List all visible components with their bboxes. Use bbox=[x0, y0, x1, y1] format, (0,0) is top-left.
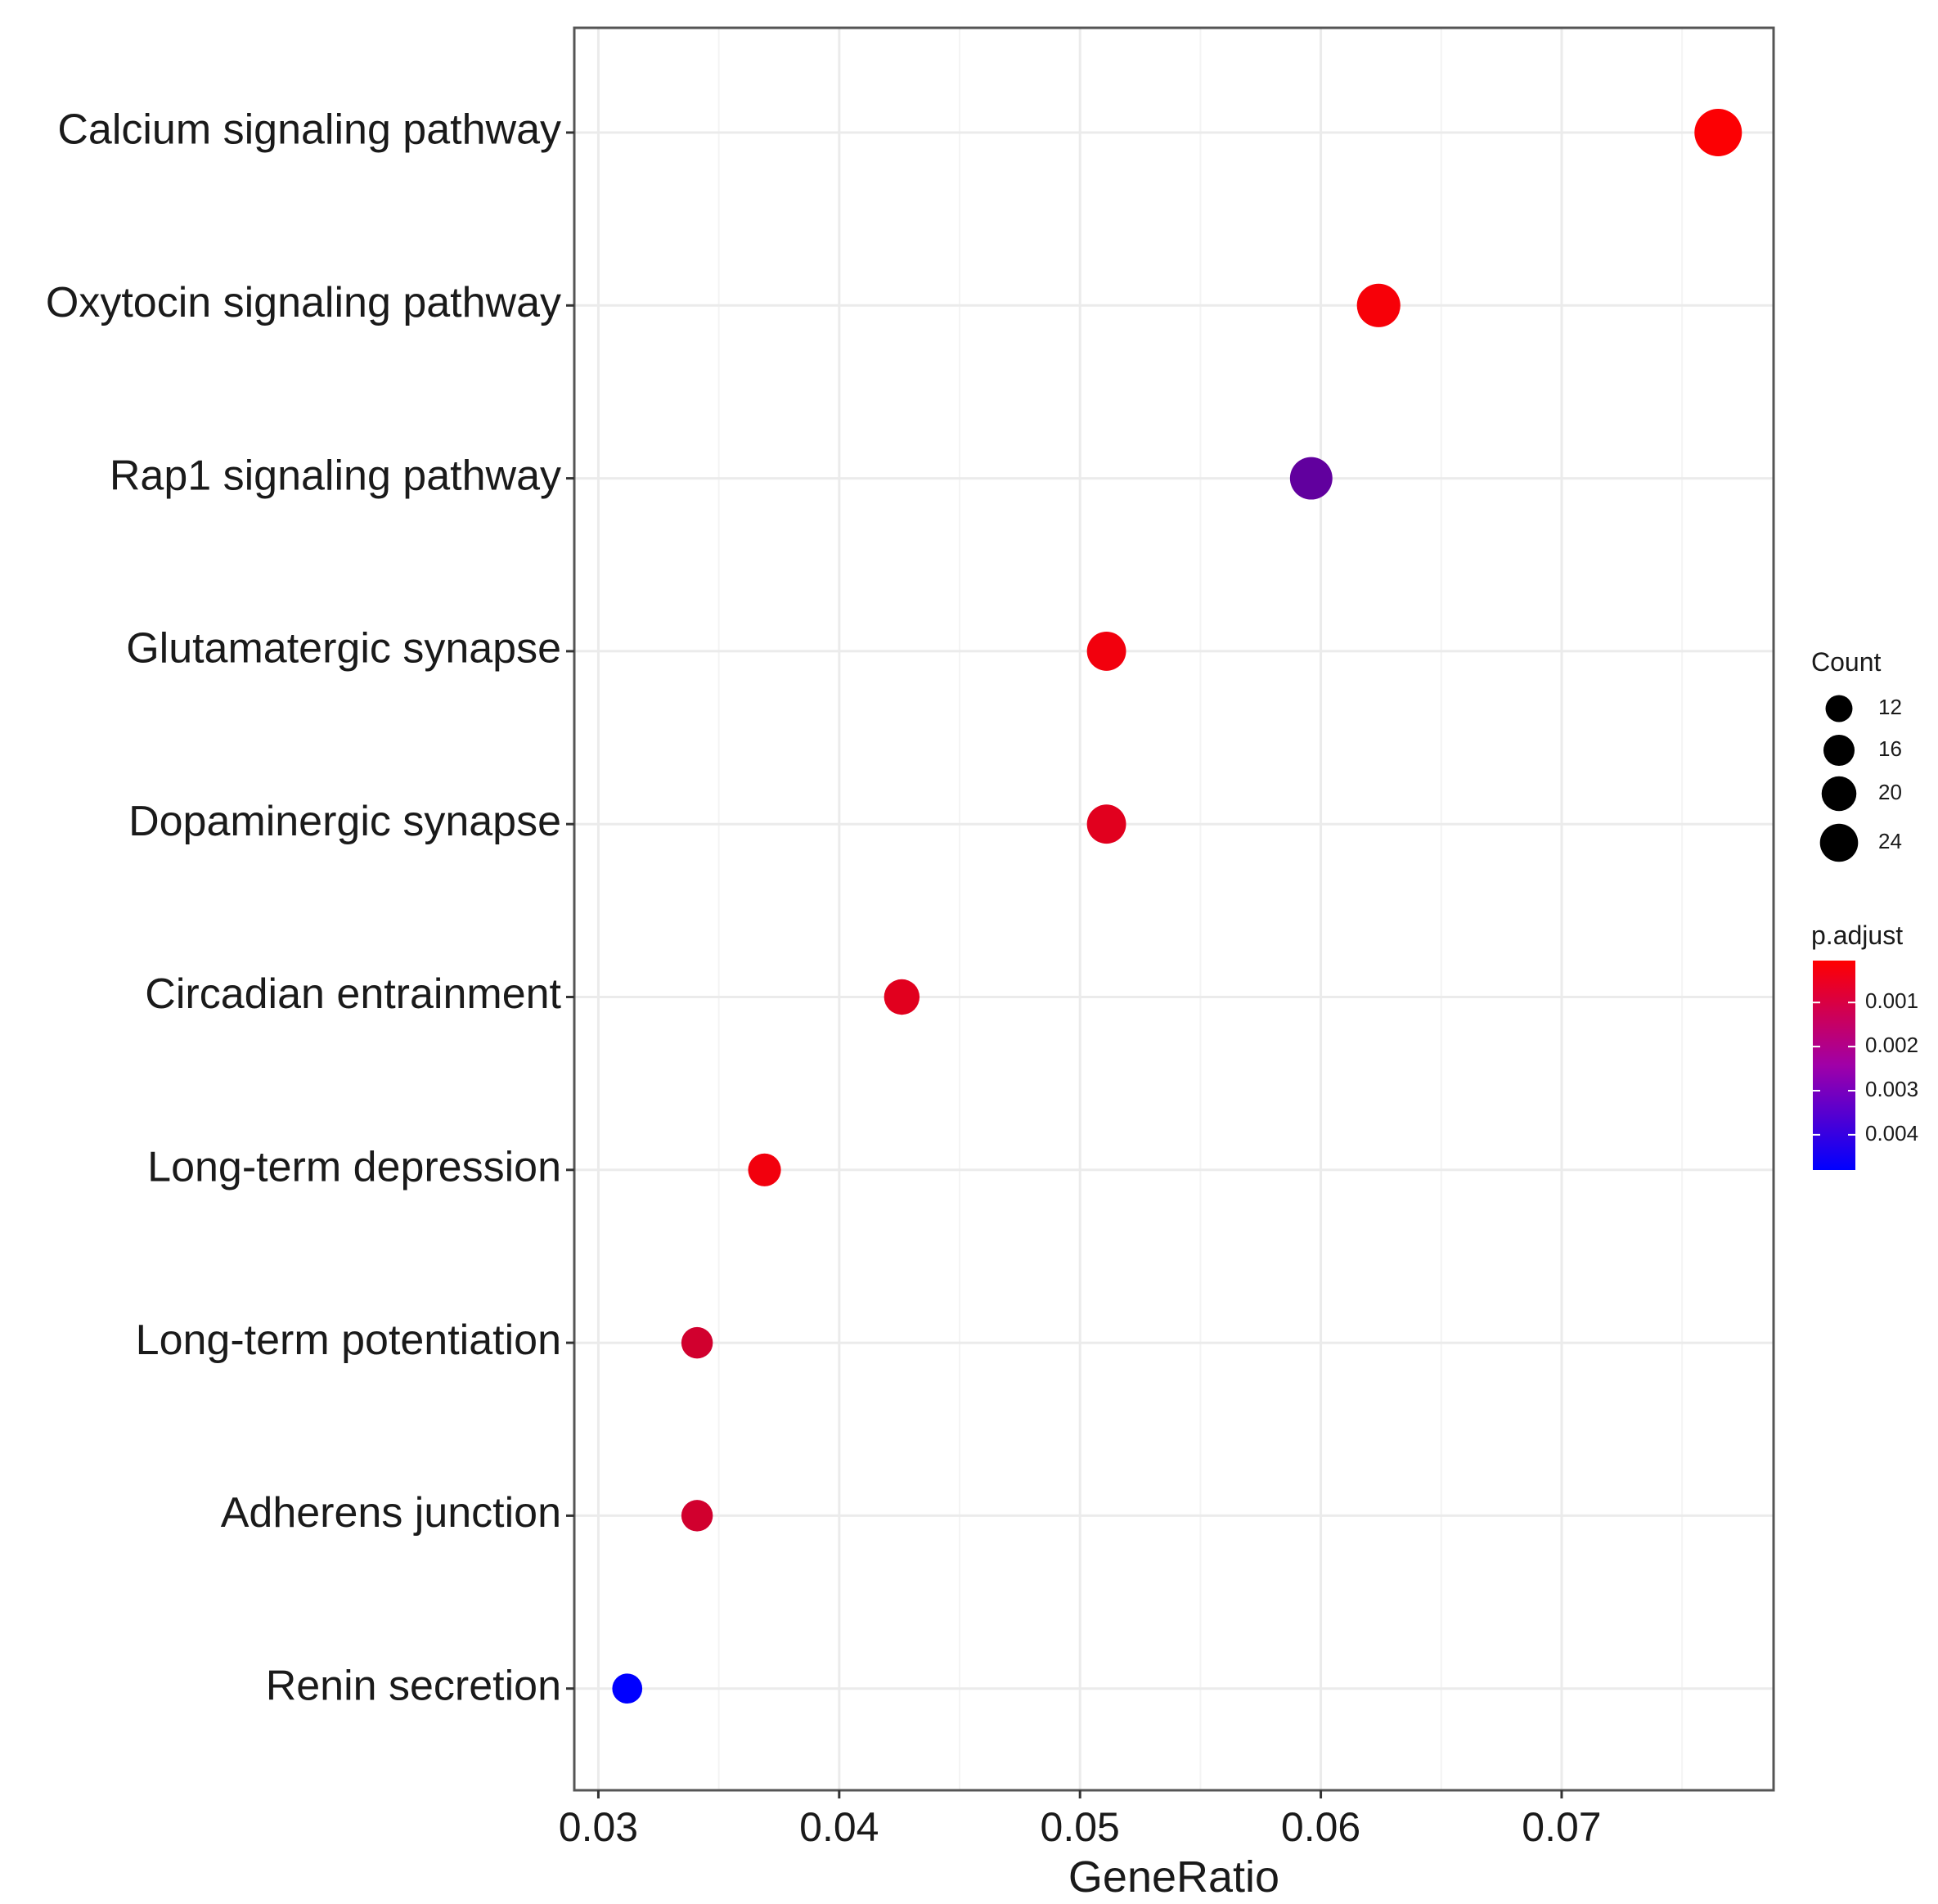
data-point bbox=[1694, 109, 1742, 156]
x-axis: 0.03 0.04 0.05 0.06 0.07 bbox=[559, 1790, 1602, 1850]
size-legend-label: 12 bbox=[1878, 695, 1902, 719]
data-point bbox=[681, 1500, 713, 1532]
data-point bbox=[1086, 804, 1126, 844]
color-legend-bar bbox=[1813, 961, 1855, 1170]
color-legend-label: 0.002 bbox=[1865, 1033, 1918, 1057]
size-legend-dot bbox=[1821, 776, 1857, 812]
color-legend-label: 0.003 bbox=[1865, 1077, 1918, 1101]
y-tick-label: Adherens junction bbox=[221, 1489, 561, 1537]
x-tick-label: 0.03 bbox=[559, 1804, 638, 1850]
size-legend-dot bbox=[1819, 823, 1859, 862]
x-tick-label: 0.06 bbox=[1281, 1804, 1360, 1850]
y-tick-label: Long-term potentiation bbox=[136, 1317, 561, 1364]
size-legend: Count 12 16 20 24 bbox=[1811, 647, 1902, 862]
x-tick-label: 0.04 bbox=[799, 1804, 879, 1850]
data-points bbox=[612, 109, 1742, 1704]
y-tick-label: Renin secretion bbox=[266, 1662, 561, 1709]
color-legend: p.adjust 0.001 0.002 0.003 0.004 bbox=[1811, 920, 1918, 1170]
data-point bbox=[1086, 631, 1126, 671]
size-legend-label: 16 bbox=[1878, 736, 1902, 761]
x-tick-label: 0.05 bbox=[1041, 1804, 1120, 1850]
grid-layer bbox=[574, 28, 1774, 1790]
panel-border bbox=[573, 26, 1775, 1792]
size-legend-label: 24 bbox=[1878, 829, 1902, 853]
data-point bbox=[1289, 457, 1333, 500]
y-tick-label: Calcium signaling pathway bbox=[57, 106, 561, 154]
y-tick-label: Dopaminergic synapse bbox=[128, 798, 561, 845]
color-legend-label: 0.004 bbox=[1865, 1121, 1918, 1146]
color-legend-label: 0.001 bbox=[1865, 988, 1918, 1013]
y-tick-label: Circadian entrainment bbox=[145, 970, 561, 1018]
y-tick-label: Glutamatergic synapse bbox=[126, 625, 561, 673]
y-axis: Calcium signaling pathway Oxytocin signal… bbox=[46, 106, 574, 1709]
data-point bbox=[612, 1673, 643, 1704]
data-point bbox=[1356, 283, 1401, 327]
x-axis-title: GeneRatio bbox=[1068, 1852, 1279, 1900]
size-legend-dot bbox=[1823, 734, 1855, 767]
y-tick-label: Long-term depression bbox=[147, 1144, 561, 1191]
y-tick-label: Rap1 signaling pathway bbox=[110, 452, 561, 499]
x-tick-label: 0.07 bbox=[1522, 1804, 1601, 1850]
size-legend-label: 20 bbox=[1878, 780, 1902, 804]
color-legend-title: p.adjust bbox=[1811, 920, 1903, 950]
data-point bbox=[681, 1326, 713, 1359]
data-point bbox=[884, 979, 920, 1015]
data-point bbox=[748, 1153, 781, 1186]
size-legend-dot bbox=[1825, 695, 1853, 722]
y-tick-label: Oxytocin signaling pathway bbox=[46, 279, 561, 326]
size-legend-title: Count bbox=[1811, 647, 1882, 677]
